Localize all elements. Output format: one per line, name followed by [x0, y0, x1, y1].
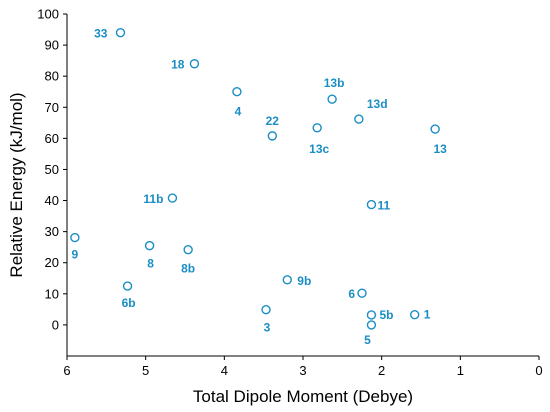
y-axis-ticks: 0 10 20 30 40 50 60 70 80 90 100	[37, 7, 67, 332]
x-axis-title: Total Dipole Moment (Debye)	[193, 387, 413, 406]
data-point	[366, 320, 377, 330]
data-point	[366, 310, 377, 320]
data-point	[122, 281, 133, 291]
y-tick-label: 100	[37, 7, 59, 22]
y-tick-label: 90	[45, 38, 59, 53]
x-tick-label: 4	[221, 363, 228, 378]
x-tick-label: 6	[63, 363, 70, 378]
data-point-label: 3	[264, 321, 271, 335]
y-tick-label: 60	[45, 131, 59, 146]
y-tick-label: 20	[45, 255, 59, 270]
data-point-label: 33	[94, 27, 108, 41]
data-point	[70, 232, 80, 243]
data-point	[267, 131, 278, 141]
data-labels: 33 18 4 13b 22 13c 13d 13 11b 11 9 8 8b 6b 9b 6 3 5b 5 1	[72, 27, 448, 347]
x-tick-label: 3	[299, 363, 306, 378]
data-point-label: 8b	[181, 262, 195, 276]
x-tick-label: 0	[535, 363, 542, 378]
data-point	[261, 304, 271, 315]
data-point	[282, 275, 292, 285]
data-point	[366, 199, 377, 210]
data-point-label: 5	[364, 333, 371, 347]
data-point-label: 13b	[324, 76, 345, 90]
data-point	[232, 87, 242, 97]
data-point	[312, 123, 322, 133]
y-tick-label: 80	[45, 69, 59, 84]
data-point	[167, 193, 178, 203]
data-point-label: 18	[171, 58, 185, 72]
data-point	[144, 240, 155, 251]
data-point-label: 11b	[143, 192, 163, 206]
data-point-label: 22	[266, 114, 280, 128]
data-point-label: 4	[235, 105, 242, 119]
data-points	[70, 27, 440, 330]
data-point	[327, 94, 337, 104]
y-axis-title: Relative Energy (kJ/mol)	[7, 92, 26, 277]
plot-frame	[66, 14, 539, 357]
y-tick-label: 50	[45, 162, 59, 177]
data-point-label: 6	[348, 287, 355, 301]
data-point-label: 8	[147, 257, 154, 271]
data-point	[183, 244, 193, 255]
data-point-label: 5b	[379, 308, 393, 322]
y-tick-label: 10	[45, 286, 59, 301]
data-point-label: 9b	[297, 274, 311, 288]
y-tick-label: 0	[52, 317, 59, 332]
data-point-label: 13c	[309, 142, 329, 156]
x-tick-label: 1	[457, 363, 464, 378]
data-point	[410, 309, 420, 320]
x-tick-label: 5	[142, 363, 149, 378]
y-tick-label: 30	[45, 224, 59, 239]
data-point-label: 1	[424, 308, 431, 322]
data-point-label: 13d	[367, 97, 388, 111]
data-point	[115, 27, 126, 38]
data-point	[354, 114, 364, 124]
y-tick-label: 70	[45, 100, 59, 115]
x-tick-label: 2	[378, 363, 385, 378]
data-point-label: 13	[433, 142, 447, 156]
y-tick-label: 40	[45, 193, 59, 208]
data-point-label: 9	[72, 248, 79, 262]
data-point-label: 11	[377, 199, 390, 213]
data-point	[189, 59, 200, 69]
data-point-label: 6b	[122, 296, 136, 310]
data-point	[430, 124, 440, 134]
x-axis-ticks: 6 5 4 3 2 1 0	[63, 356, 543, 378]
data-point	[357, 288, 367, 298]
